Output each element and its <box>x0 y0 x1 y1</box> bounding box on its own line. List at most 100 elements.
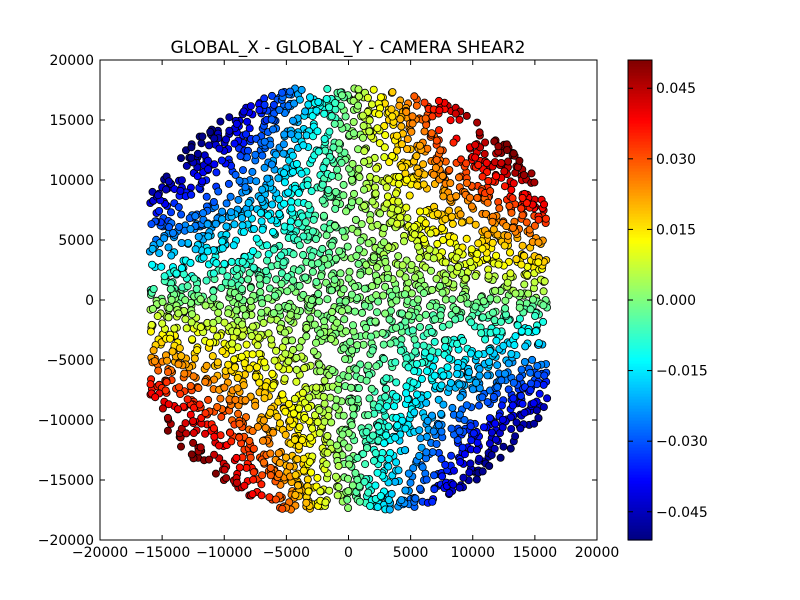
colorbar-segment <box>628 255 652 259</box>
scatter-point <box>187 190 196 199</box>
scatter-point <box>331 187 340 196</box>
scatter-point <box>353 453 362 462</box>
scatter-point <box>420 98 429 107</box>
scatter-point <box>324 185 333 194</box>
scatter-point <box>183 282 192 291</box>
colorbar-segment <box>628 99 652 103</box>
scatter-point <box>500 369 509 378</box>
scatter-point <box>164 177 173 186</box>
scatter-point <box>366 501 375 510</box>
scatter-point <box>255 274 264 283</box>
scatter-point <box>392 458 401 467</box>
scatter-point <box>415 254 424 263</box>
colorbar-segment <box>628 198 652 202</box>
scatter-point <box>400 290 409 299</box>
scatter-point <box>281 430 290 439</box>
scatter-point <box>422 367 431 376</box>
colorbar-segment <box>628 393 652 397</box>
scatter-point <box>474 350 483 359</box>
scatter-point <box>391 358 400 367</box>
scatter-point <box>518 211 527 220</box>
scatter-point <box>347 198 356 207</box>
scatter-point <box>262 276 271 285</box>
scatter-point <box>311 234 320 243</box>
scatter-point <box>173 405 182 414</box>
scatter-point <box>323 295 332 304</box>
scatter-point <box>384 462 393 471</box>
scatter-point <box>252 234 261 243</box>
scatter-point <box>362 443 371 452</box>
scatter-point <box>363 93 372 102</box>
scatter-point <box>302 323 311 332</box>
scatter-point <box>382 183 391 192</box>
scatter-point <box>239 381 248 390</box>
scatter-point <box>269 309 278 318</box>
scatter-point <box>400 446 409 455</box>
scatter-point <box>239 304 248 313</box>
scatter-point <box>392 285 401 294</box>
scatter-point <box>394 466 403 475</box>
scatter-point <box>380 224 389 233</box>
scatter-point <box>177 238 186 247</box>
scatter-point <box>246 453 255 462</box>
colorbar-segment <box>628 423 652 427</box>
scatter-point <box>381 131 390 140</box>
colorbar-segment <box>628 63 652 67</box>
scatter-point <box>486 187 495 196</box>
colorbar-segment <box>628 129 652 133</box>
colorbar-segment <box>628 330 652 334</box>
scatter-point <box>268 125 277 134</box>
scatter-point <box>290 435 299 444</box>
scatter-point <box>408 112 417 121</box>
scatter-point <box>308 424 317 433</box>
scatter-point <box>249 468 258 477</box>
scatter-point <box>530 419 539 428</box>
scatter-point <box>395 269 404 278</box>
scatter-point <box>427 129 436 138</box>
scatter-point <box>526 305 535 314</box>
scatter-point <box>530 221 539 230</box>
scatter-point <box>277 269 286 278</box>
scatter-point <box>320 134 329 143</box>
scatter-point <box>276 251 285 260</box>
scatter-point <box>176 389 185 398</box>
colorbar-tick-label: 0.030 <box>656 152 696 168</box>
colorbar-segment <box>628 114 652 118</box>
scatter-point <box>526 386 535 395</box>
scatter-point <box>401 273 410 282</box>
scatter-point <box>284 399 293 408</box>
scatter-point <box>414 168 423 177</box>
scatter-point <box>163 426 172 435</box>
scatter-point <box>232 119 241 128</box>
scatter-point <box>504 157 513 166</box>
scatter-point <box>320 376 329 385</box>
scatter-point <box>401 389 410 398</box>
colorbar-segment <box>628 153 652 157</box>
scatter-point <box>447 424 456 433</box>
scatter-point <box>394 252 403 261</box>
scatter-point <box>335 247 344 256</box>
scatter-point <box>319 163 328 172</box>
scatter-point <box>481 138 490 147</box>
scatter-point <box>319 211 328 220</box>
scatter-point <box>337 307 346 316</box>
scatter-point <box>492 336 501 345</box>
scatter-point <box>226 428 235 437</box>
scatter-point <box>350 282 359 291</box>
scatter-point <box>448 219 457 228</box>
scatter-point <box>209 197 218 206</box>
scatter-point <box>242 463 251 472</box>
colorbar-segment <box>628 201 652 205</box>
scatter-point <box>531 311 540 320</box>
scatter-point <box>301 273 310 282</box>
scatter-point <box>535 389 544 398</box>
scatter-point <box>474 401 483 410</box>
scatter-point <box>451 305 460 314</box>
scatter-point <box>539 301 548 310</box>
scatter-point <box>240 481 249 490</box>
scatter-point <box>187 143 196 152</box>
scatter-point <box>323 431 332 440</box>
scatter-point <box>235 176 244 185</box>
scatter-point <box>277 88 286 97</box>
scatter-point <box>177 176 186 185</box>
